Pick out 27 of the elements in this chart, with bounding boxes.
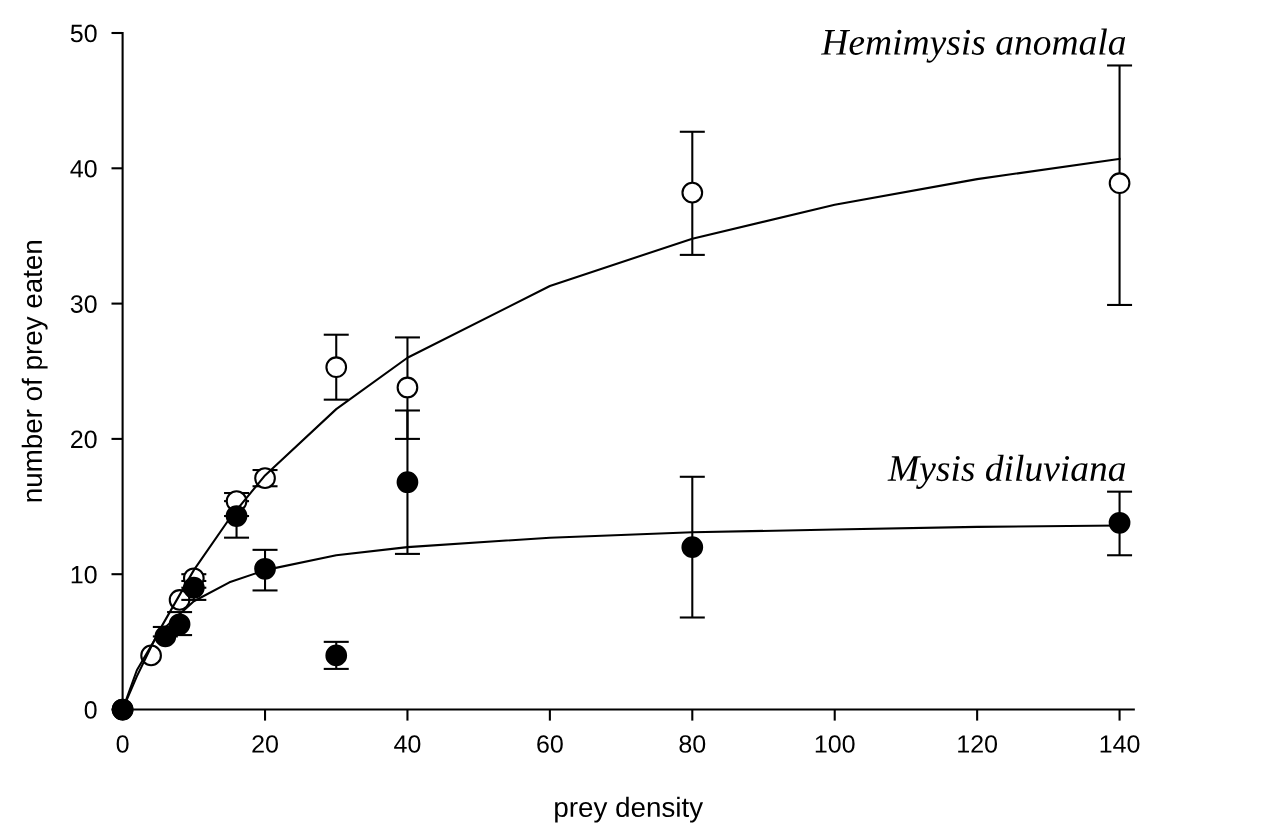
y-tick-label: 50 (70, 24, 97, 43)
point (396, 376, 419, 399)
x-tick-label: 120 (958, 735, 998, 753)
series-label: Mysis diluviana (887, 454, 1126, 489)
point (681, 536, 704, 558)
x-axis-title: prey density (555, 796, 704, 823)
y-tick-label: 20 (71, 430, 97, 449)
x-tick-label: 60 (537, 735, 563, 753)
text: Hemimysis anomala (820, 28, 1126, 63)
y-axis-title: number of prey eaten (21, 241, 48, 502)
point (325, 356, 348, 379)
y-tick-label: 0 (84, 701, 97, 719)
point (396, 471, 419, 494)
point (254, 557, 276, 580)
x-tick-label: 40 (394, 735, 421, 753)
x-tick-label: 100 (815, 735, 855, 753)
x-tick-label: 20 (252, 735, 278, 753)
x-tick-label: 80 (679, 735, 706, 753)
point (1108, 511, 1131, 534)
point (1108, 172, 1131, 195)
point (182, 576, 205, 599)
point (681, 181, 704, 204)
x-tick-label: 0 (116, 735, 129, 753)
x-tick-label: 140 (1100, 735, 1140, 753)
y-tick-label: 40 (70, 159, 97, 178)
y-tick-label: 30 (70, 295, 97, 313)
y-tick-label: 10 (71, 565, 97, 584)
